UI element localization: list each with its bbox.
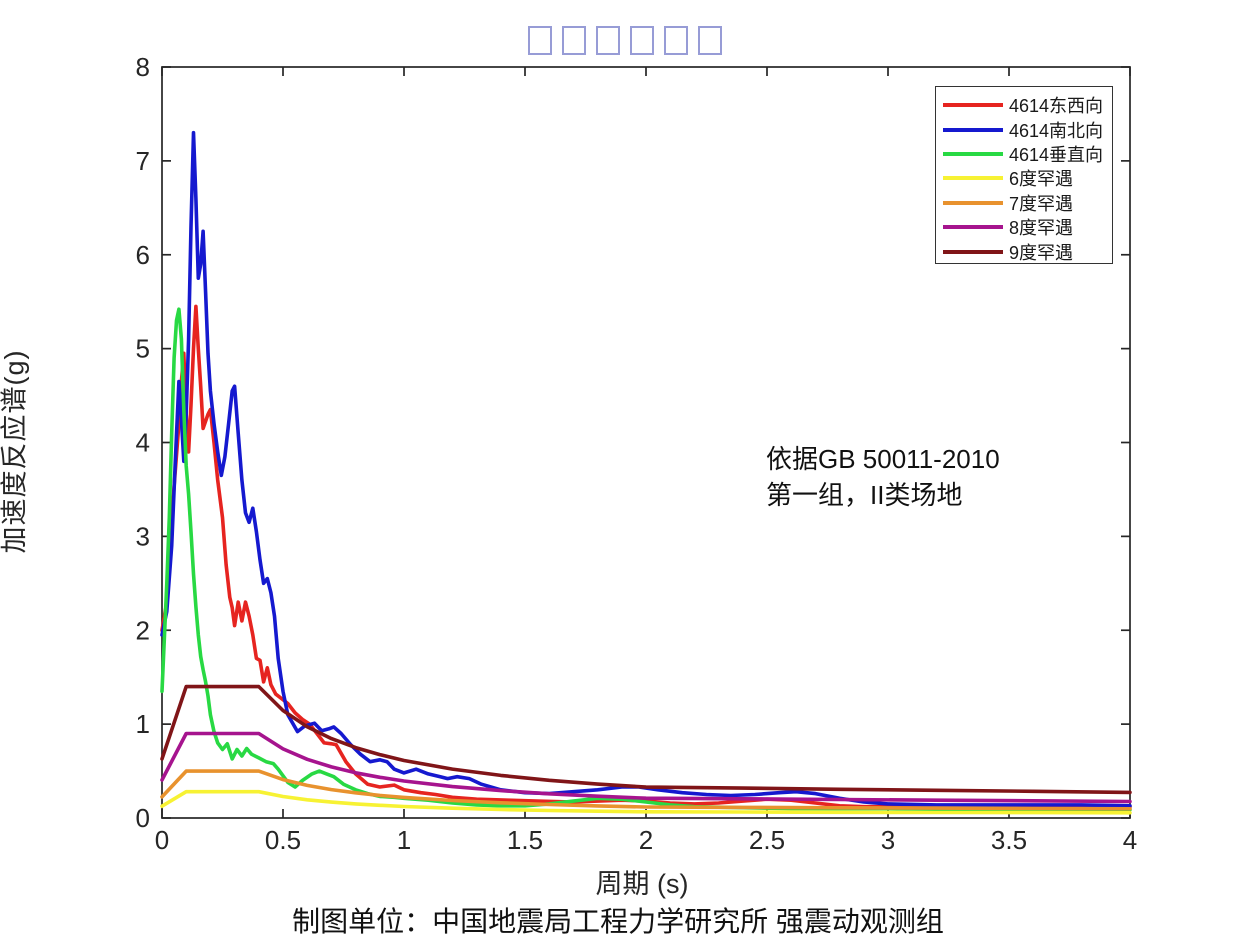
figure-caption: 制图单位：中国地震局工程力学研究所 强震动观测组 [292,906,944,937]
x-tick-label: 1.5 [507,825,543,855]
legend-item-0: 4614东西向 [936,93,1112,117]
y-tick-label: 0 [136,803,150,833]
x-tick-label: 2 [639,825,653,855]
series-line-0 [160,304,1132,810]
x-tick-label: 4 [1123,825,1137,855]
x-axis-label: 周期 (s) [595,869,689,899]
legend-item-4: 7度罕遇 [936,191,1112,215]
legend-line-swatch [943,103,1003,108]
y-tick-label: 2 [136,615,150,645]
legend-label: 4614垂直向 [1009,144,1104,165]
legend-line-swatch [943,200,1003,205]
series-line-5 [160,731,1132,804]
x-tick-label: 3.5 [991,825,1027,855]
y-tick-label: 5 [136,334,150,364]
series-line-2 [160,307,1132,812]
missing-glyph-box [562,25,586,55]
legend: 4614东西向 4614南北向 4614垂直向 6度罕遇 7度罕遇 8度罕遇 9度罕遇 [935,86,1113,264]
legend-item-3: 6度罕遇 [936,166,1112,190]
legend-item-2: 4614垂直向 [936,142,1112,166]
x-tick-label: 1 [397,825,411,855]
legend-item-6: 9度罕遇 [936,239,1112,263]
x-tick-label: 3 [881,825,895,855]
series-line-6 [160,684,1132,795]
x-tick-label: 2.5 [749,825,785,855]
legend-line-swatch [943,127,1003,132]
y-tick-label: 3 [136,521,150,551]
missing-glyph-box [596,25,620,55]
series-line-3 [160,789,1132,815]
legend-line-swatch [943,176,1003,181]
x-tick-label: 0 [155,825,169,855]
y-axis-label: 加速度反应谱(g) [0,349,30,554]
series-line-1 [160,130,1132,808]
legend-label: 4614东西向 [1009,96,1104,117]
legend-item-5: 8度罕遇 [936,215,1112,239]
y-tick-label: 7 [136,146,150,176]
legend-line-swatch [943,151,1003,156]
missing-glyph-box [664,25,688,55]
legend-label: 8度罕遇 [1009,218,1074,239]
y-tick-label: 8 [136,52,150,82]
annotation-text: 依据GB 50011-2010 第一组，II类场地 [766,441,1000,513]
legend-line-swatch [943,249,1003,254]
legend-label: 6度罕遇 [1009,169,1074,190]
legend-label: 4614南北向 [1009,120,1104,141]
y-tick-label: 1 [136,709,150,739]
missing-glyph-box [630,25,654,55]
missing-glyph-box [698,25,722,55]
legend-label: 7度罕遇 [1009,193,1074,214]
y-tick-label: 6 [136,240,150,270]
x-tick-label: 0.5 [265,825,301,855]
annotation-line2: 第一组，II类场地 [766,480,963,510]
annotation-line1: 依据GB 50011-2010 [766,444,1000,474]
legend-line-swatch [943,225,1003,230]
legend-label: 9度罕遇 [1009,242,1074,263]
legend-item-1: 4614南北向 [936,117,1112,141]
y-tick-label: 4 [136,428,150,458]
series-line-4 [160,769,1132,811]
missing-glyph-box [528,25,552,55]
figure-title [0,25,1250,55]
